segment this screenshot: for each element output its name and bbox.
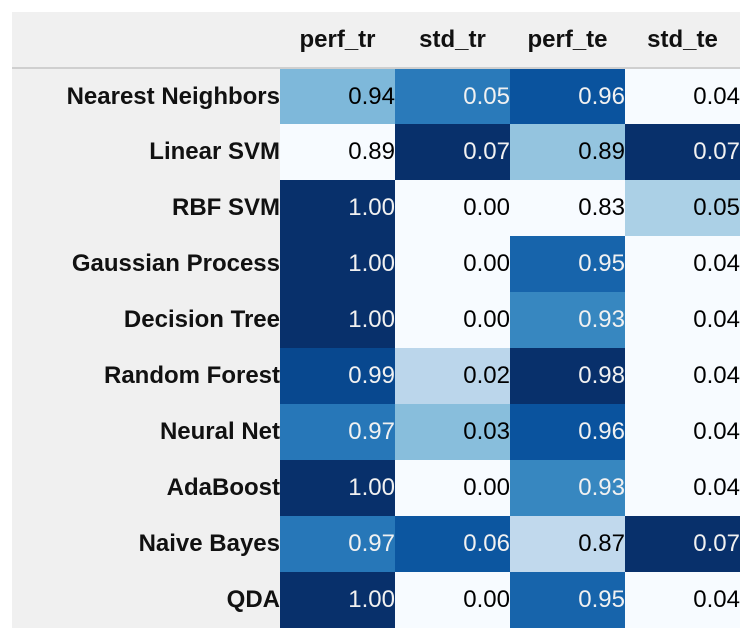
heatmap-cell: 0.03 bbox=[395, 404, 510, 460]
table-row: QDA 1.00 0.00 0.95 0.04 bbox=[12, 572, 740, 628]
heatmap-cell: 0.94 bbox=[280, 68, 395, 124]
table-row: Neural Net 0.97 0.03 0.96 0.04 bbox=[12, 404, 740, 460]
table-row: RBF SVM 1.00 0.00 0.83 0.05 bbox=[12, 180, 740, 236]
heatmap-cell: 1.00 bbox=[280, 236, 395, 292]
table-row: AdaBoost 1.00 0.00 0.93 0.04 bbox=[12, 460, 740, 516]
row-label: Random Forest bbox=[12, 348, 280, 404]
heatmap-cell: 0.00 bbox=[395, 292, 510, 348]
heatmap-cell: 0.07 bbox=[625, 516, 740, 572]
row-label: Linear SVM bbox=[12, 124, 280, 180]
table-row: Decision Tree 1.00 0.00 0.93 0.04 bbox=[12, 292, 740, 348]
heatmap-cell: 0.04 bbox=[625, 292, 740, 348]
heatmap-cell: 0.04 bbox=[625, 348, 740, 404]
heatmap-cell: 0.06 bbox=[395, 516, 510, 572]
row-label: Naive Bayes bbox=[12, 516, 280, 572]
heatmap-cell: 0.07 bbox=[625, 124, 740, 180]
heatmap-cell: 0.04 bbox=[625, 68, 740, 124]
table-row: Linear SVM 0.89 0.07 0.89 0.07 bbox=[12, 124, 740, 180]
column-header: std_te bbox=[625, 12, 740, 68]
heatmap-cell: 0.89 bbox=[280, 124, 395, 180]
heatmap-table: perf_tr std_tr perf_te std_te Nearest Ne… bbox=[12, 12, 740, 628]
heatmap-cell: 0.07 bbox=[395, 124, 510, 180]
row-label: AdaBoost bbox=[12, 460, 280, 516]
heatmap-cell: 0.98 bbox=[510, 348, 625, 404]
heatmap-cell: 0.04 bbox=[625, 404, 740, 460]
heatmap-cell: 0.96 bbox=[510, 68, 625, 124]
heatmap-cell: 0.89 bbox=[510, 124, 625, 180]
column-header: std_tr bbox=[395, 12, 510, 68]
heatmap-cell: 0.93 bbox=[510, 460, 625, 516]
heatmap-cell: 0.95 bbox=[510, 236, 625, 292]
table-row: Random Forest 0.99 0.02 0.98 0.04 bbox=[12, 348, 740, 404]
heatmap-cell: 0.00 bbox=[395, 460, 510, 516]
heatmap-cell: 0.97 bbox=[280, 516, 395, 572]
heatmap-cell: 0.97 bbox=[280, 404, 395, 460]
heatmap-cell: 1.00 bbox=[280, 292, 395, 348]
heatmap-cell: 0.95 bbox=[510, 572, 625, 628]
corner-header bbox=[12, 12, 280, 68]
heatmap-cell: 1.00 bbox=[280, 460, 395, 516]
table-row: Gaussian Process 1.00 0.00 0.95 0.04 bbox=[12, 236, 740, 292]
heatmap-cell: 1.00 bbox=[280, 572, 395, 628]
heatmap-cell: 0.04 bbox=[625, 236, 740, 292]
heatmap-cell: 1.00 bbox=[280, 180, 395, 236]
table-row: Naive Bayes 0.97 0.06 0.87 0.07 bbox=[12, 516, 740, 572]
row-label: QDA bbox=[12, 572, 280, 628]
row-label: Gaussian Process bbox=[12, 236, 280, 292]
table-row: Nearest Neighbors 0.94 0.05 0.96 0.04 bbox=[12, 68, 740, 124]
row-label: RBF SVM bbox=[12, 180, 280, 236]
heatmap-cell: 0.99 bbox=[280, 348, 395, 404]
heatmap-cell: 0.87 bbox=[510, 516, 625, 572]
column-header: perf_te bbox=[510, 12, 625, 68]
header-row: perf_tr std_tr perf_te std_te bbox=[12, 12, 740, 68]
heatmap-cell: 0.93 bbox=[510, 292, 625, 348]
heatmap-cell: 0.83 bbox=[510, 180, 625, 236]
heatmap-cell: 0.05 bbox=[395, 68, 510, 124]
heatmap-cell: 0.05 bbox=[625, 180, 740, 236]
row-label: Nearest Neighbors bbox=[12, 68, 280, 124]
heatmap-cell: 0.04 bbox=[625, 460, 740, 516]
heatmap-cell: 0.00 bbox=[395, 572, 510, 628]
row-label: Neural Net bbox=[12, 404, 280, 460]
row-label: Decision Tree bbox=[12, 292, 280, 348]
table-body: Nearest Neighbors 0.94 0.05 0.96 0.04 Linear … bbox=[12, 68, 740, 628]
heatmap-cell: 0.96 bbox=[510, 404, 625, 460]
column-header: perf_tr bbox=[280, 12, 395, 68]
heatmap-cell: 0.00 bbox=[395, 236, 510, 292]
heatmap-cell: 0.02 bbox=[395, 348, 510, 404]
heatmap-cell: 0.04 bbox=[625, 572, 740, 628]
heatmap-cell: 0.00 bbox=[395, 180, 510, 236]
